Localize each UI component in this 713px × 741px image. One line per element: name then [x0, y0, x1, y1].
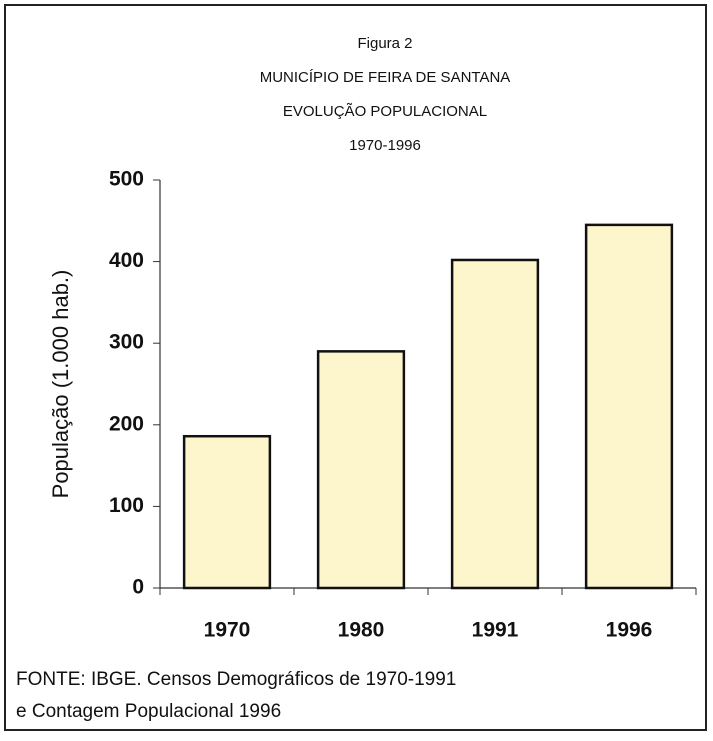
- x-tick-label: 1970: [204, 619, 251, 642]
- footnote: e Contagem Populacional 1996: [16, 701, 281, 722]
- y-tick-label: 500: [109, 168, 144, 191]
- y-tick-label: 200: [109, 412, 144, 435]
- x-tick-label: 1996: [606, 619, 653, 642]
- bar: [450, 258, 540, 590]
- bar: [584, 223, 674, 590]
- chart-title: Figura 2: [357, 35, 412, 52]
- chart-title: 1970-1996: [349, 137, 421, 154]
- y-axis-label: População (1.000 hab.): [48, 270, 73, 499]
- x-tick-label: 1980: [338, 619, 385, 642]
- y-tick-label: 100: [109, 494, 144, 517]
- footnote: FONTE: IBGE. Censos Demográficos de 1970…: [16, 669, 456, 690]
- chart-title: MUNICÍPIO DE FEIRA DE SANTANA: [260, 69, 511, 86]
- y-tick-label: 300: [109, 331, 144, 354]
- bar: [182, 434, 272, 590]
- y-tick-label: 0: [132, 576, 144, 599]
- x-tick-label: 1991: [472, 619, 519, 642]
- y-tick-label: 400: [109, 249, 144, 272]
- bar: [316, 350, 406, 590]
- chart-title: EVOLUÇÃO POPULACIONAL: [283, 103, 487, 120]
